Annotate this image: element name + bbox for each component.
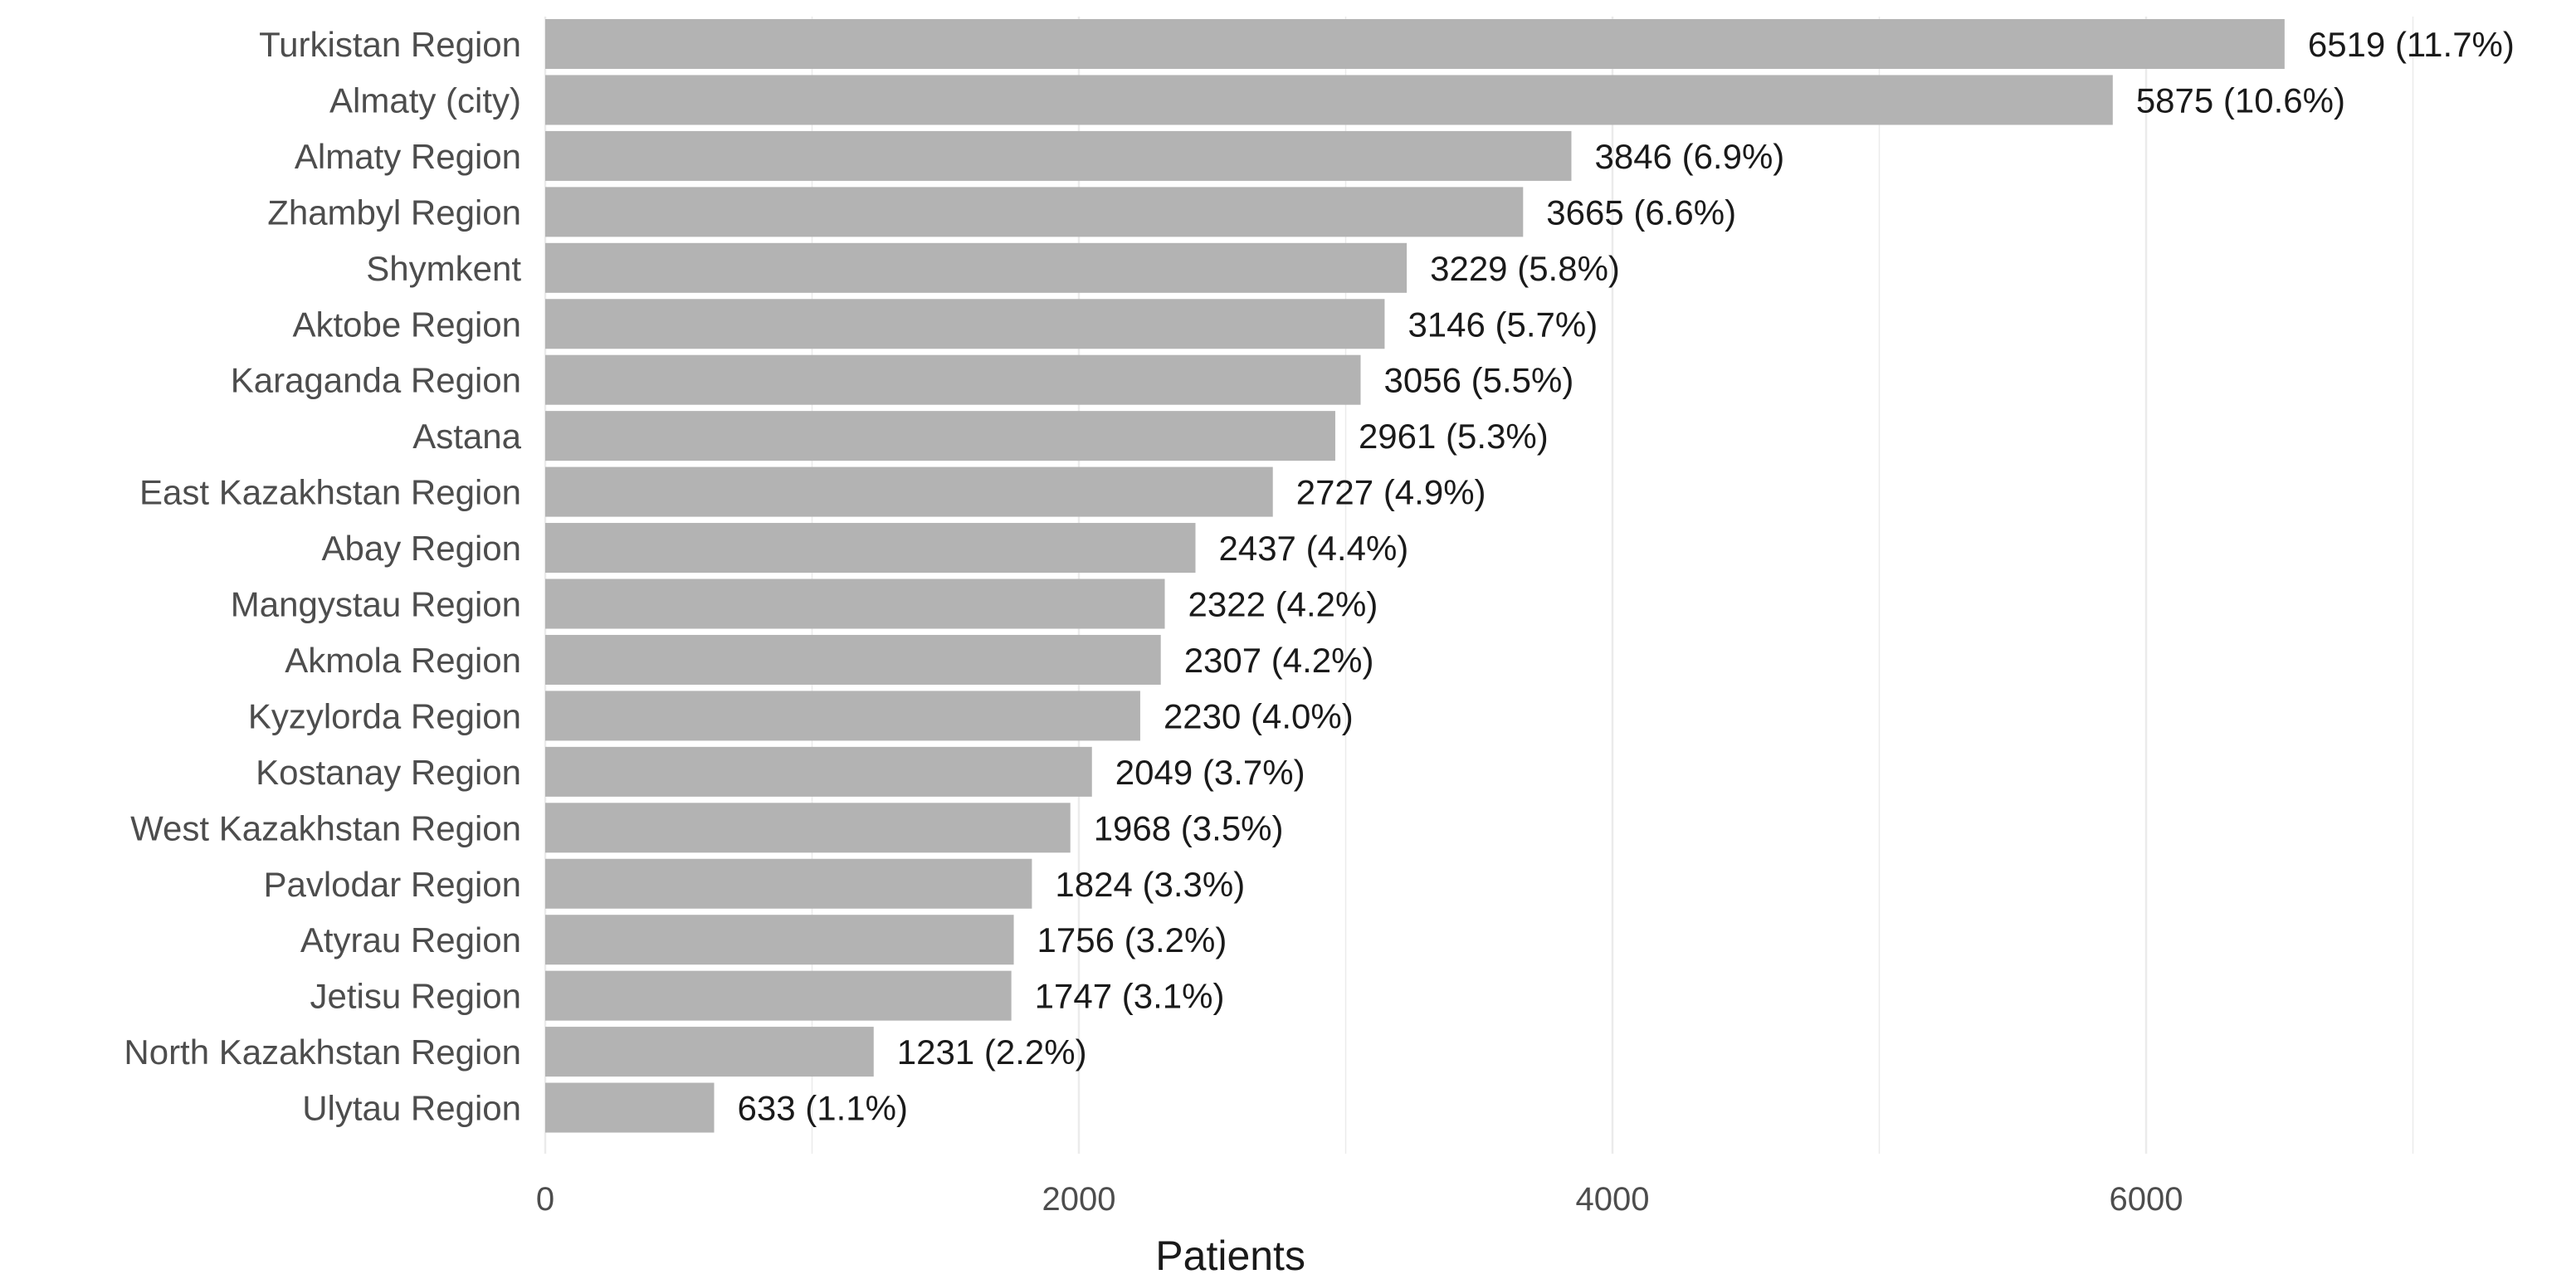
category-label: Almaty Region [295,137,521,176]
data-label: 2437 (4.4%) [1218,529,1408,568]
category-labels: Turkistan Region Almaty (city) Almaty Regi… [124,25,521,1128]
category-label: Atyrau Region [300,920,521,959]
category-label: East Kazakhstan Region [139,473,521,512]
bar [545,691,1140,741]
x-tick-label: 0 [536,1181,554,1218]
bar [545,915,1014,965]
category-label: Turkistan Region [259,25,521,64]
bar [545,411,1335,461]
category-label: North Kazakhstan Region [124,1033,521,1072]
data-label: 3146 (5.7%) [1408,305,1598,344]
bar [545,803,1071,853]
category-label: Shymkent [366,249,521,288]
category-label: Aktobe Region [292,305,521,344]
bar [545,187,1524,237]
data-label: 2307 (4.2%) [1184,641,1374,680]
bar [545,130,1572,181]
bar [545,970,1012,1021]
bar [545,1082,715,1133]
category-label: Zhambyl Region [267,193,521,232]
category-label: Ulytau Region [302,1089,521,1128]
data-label: 633 (1.1%) [738,1089,908,1128]
bar [545,858,1032,909]
category-label: Almaty (city) [329,81,521,120]
category-label: Kyzylorda Region [248,696,521,735]
bars [545,19,2285,1133]
bar [545,1027,874,1077]
data-label: 3846 (6.9%) [1594,137,1784,176]
bar [545,299,1385,349]
x-axis-title: Patients [1155,1233,1305,1279]
data-label: 2727 (4.9%) [1296,473,1486,512]
data-label: 3056 (5.5%) [1384,361,1574,400]
category-label: Jetisu Region [310,977,521,1016]
x-tick-label: 4000 [1576,1181,1650,1218]
data-label: 3665 (6.6%) [1546,193,1736,232]
bar [545,746,1092,797]
category-label: Astana [412,417,521,456]
data-label: 3229 (5.8%) [1430,249,1620,288]
data-label: 1824 (3.3%) [1055,865,1245,904]
bar [545,75,2113,125]
bar [545,354,1361,405]
data-label: 6519 (11.7%) [2308,25,2515,64]
bar [545,579,1165,629]
category-label: West Kazakhstan Region [130,808,521,847]
x-tick-label: 2000 [1042,1181,1116,1218]
data-label: 2961 (5.3%) [1359,417,1549,456]
bar [545,242,1408,293]
category-label: Abay Region [322,529,522,568]
data-label: 2322 (4.2%) [1188,585,1378,624]
bar [545,523,1196,574]
category-label: Karaganda Region [231,361,521,400]
category-label: Kostanay Region [256,753,521,792]
category-label: Akmola Region [285,641,521,680]
data-labels: 6519 (11.7%) 5875 (10.6%) 3846 (6.9%) 3665 … [738,25,2515,1128]
bar [545,634,1161,685]
data-label: 2230 (4.0%) [1164,696,1354,735]
data-label: 1968 (3.5%) [1094,808,1284,847]
data-label: 1231 (2.2%) [897,1033,1087,1072]
x-axis-ticks: 0 2000 4000 6000 [536,1181,2183,1218]
bar [545,19,2285,69]
data-label: 1756 (3.2%) [1037,920,1227,959]
category-label: Pavlodar Region [263,865,521,904]
data-label: 1747 (3.1%) [1035,977,1225,1016]
data-label: 5875 (10.6%) [2136,81,2345,120]
bar [545,466,1273,517]
data-label: 2049 (3.7%) [1115,753,1305,792]
category-label: Mangystau Region [231,585,521,624]
x-tick-label: 6000 [2110,1181,2183,1218]
